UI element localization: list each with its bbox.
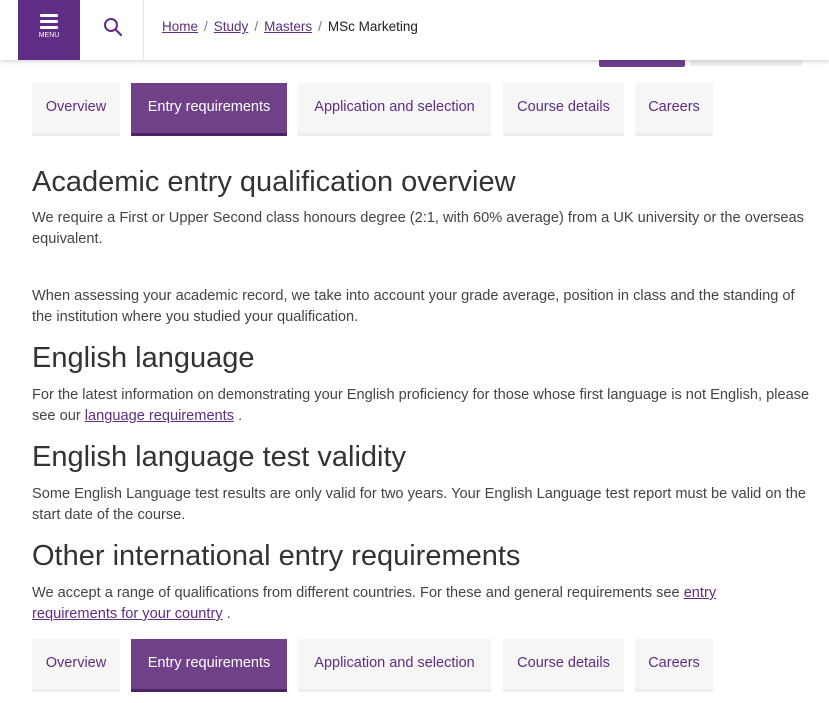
search-icon[interactable] [102, 16, 124, 38]
country-requirements-link[interactable]: entry requirements for your country [32, 585, 717, 622]
site-header: MENU Home / Study / Masters / MSc Marketing [0, 0, 829, 60]
international-heading: Other international entry requirements [32, 540, 521, 572]
tab-entry-requirements[interactable]: Entry requirements [131, 83, 287, 136]
academic-heading: Academic entry qualification overview [32, 166, 516, 198]
academic-paragraph-2: When assessing your academic record, we … [32, 288, 795, 325]
international-paragraph: We accept a range of qualifications from… [32, 585, 717, 622]
menu-label: MENU [38, 32, 60, 39]
breadcrumb-home[interactable]: Home [162, 19, 199, 34]
tab-application-and-selection[interactable]: Application and selection [298, 83, 491, 136]
language-requirements-link[interactable]: language requirements [84, 408, 235, 424]
breadcrumb-masters[interactable]: Masters [264, 19, 313, 34]
tab-overview[interactable]: Overview [32, 83, 120, 136]
english-paragraph: For the latest information on demonstrat… [32, 387, 810, 424]
partially-hidden-button[interactable] [599, 58, 685, 67]
tab-course-details[interactable]: Course details [503, 639, 624, 692]
partially-hidden-button-secondary[interactable] [690, 58, 802, 66]
tab-careers[interactable]: Careers [635, 639, 713, 692]
header-divider [143, 0, 144, 60]
validity-heading: English language test validity [32, 441, 407, 473]
breadcrumb-study[interactable]: Study [213, 19, 249, 34]
tab-application-and-selection[interactable]: Application and selection [298, 639, 491, 692]
tab-course-details[interactable]: Course details [503, 83, 624, 136]
menu-button[interactable]: MENU [18, 0, 80, 60]
validity-paragraph: Some English Language test results are o… [32, 486, 806, 523]
academic-paragraph-1: We require a First or Upper Second class… [32, 210, 804, 247]
hamburger-icon [40, 14, 58, 32]
breadcrumb: Home / Study / Masters / MSc Marketing [162, 19, 418, 34]
breadcrumb-current: MSc Marketing [327, 19, 418, 34]
tab-careers[interactable]: Careers [635, 83, 713, 136]
tab-entry-requirements[interactable]: Entry requirements [131, 639, 287, 692]
english-heading: English language [32, 342, 255, 374]
tab-overview[interactable]: Overview [32, 639, 120, 692]
